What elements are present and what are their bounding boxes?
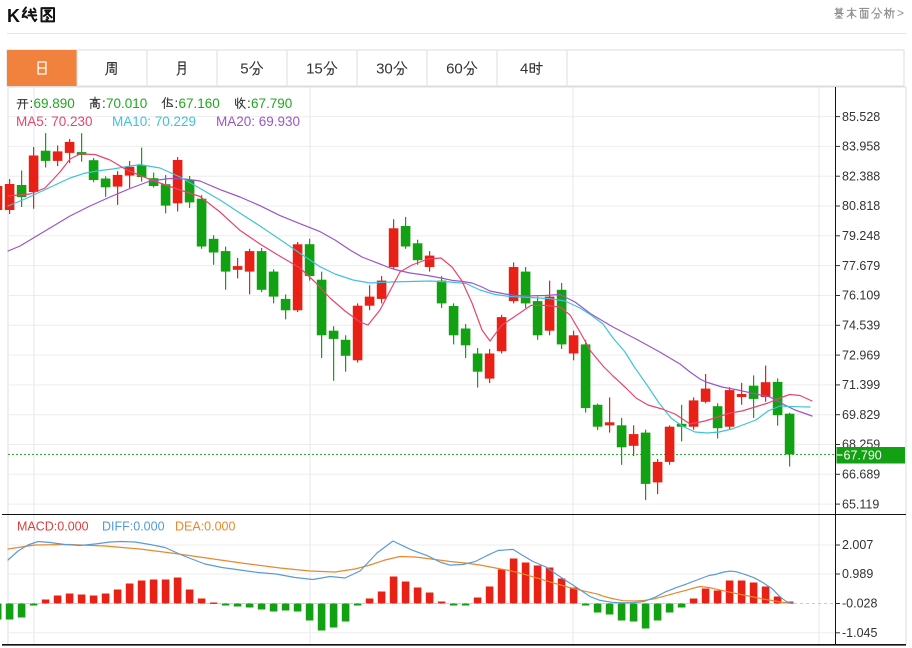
svg-text:5: 5 [240, 61, 248, 78]
svg-text::: : [102, 96, 106, 111]
svg-text:MA10: 70.229: MA10: 70.229 [112, 114, 196, 129]
svg-text:83.958: 83.958 [842, 140, 880, 154]
svg-text:67.790: 67.790 [844, 449, 882, 463]
svg-text:69.890: 69.890 [34, 96, 75, 111]
svg-text:79.248: 79.248 [842, 229, 880, 243]
svg-text:2.007: 2.007 [842, 538, 873, 552]
svg-text:4: 4 [520, 61, 528, 78]
svg-text:DEA:0.000: DEA:0.000 [175, 520, 236, 534]
svg-text:MA5: 70.230: MA5: 70.230 [16, 114, 93, 129]
svg-text:60: 60 [446, 61, 463, 78]
svg-text:82.388: 82.388 [842, 169, 880, 183]
svg-text:67.790: 67.790 [251, 96, 292, 111]
svg-text:72.969: 72.969 [842, 348, 880, 362]
svg-text:66.689: 66.689 [842, 468, 880, 482]
svg-text::: : [247, 96, 251, 111]
svg-text:71.399: 71.399 [842, 378, 880, 392]
svg-text:-0.028: -0.028 [842, 597, 877, 611]
svg-text:>: > [897, 6, 904, 20]
svg-text:76.109: 76.109 [842, 289, 880, 303]
svg-text:K: K [7, 6, 20, 26]
svg-text::: : [30, 96, 34, 111]
svg-text:DIFF:0.000: DIFF:0.000 [102, 520, 165, 534]
svg-text:69.829: 69.829 [842, 408, 880, 422]
svg-text:74.539: 74.539 [842, 318, 880, 332]
svg-text:70.010: 70.010 [106, 96, 147, 111]
svg-text::: : [175, 96, 179, 111]
svg-text:0.989: 0.989 [842, 567, 873, 581]
svg-text:-1.045: -1.045 [842, 626, 877, 640]
svg-text:30: 30 [376, 61, 393, 78]
svg-text:15: 15 [306, 61, 323, 78]
svg-text:65.119: 65.119 [842, 497, 879, 511]
svg-text:85.528: 85.528 [842, 110, 880, 124]
svg-text:77.679: 77.679 [842, 259, 880, 273]
svg-text:MACD:0.000: MACD:0.000 [17, 520, 89, 534]
svg-text:80.818: 80.818 [842, 199, 880, 213]
svg-text:MA20: 69.930: MA20: 69.930 [216, 114, 300, 129]
svg-text:67.160: 67.160 [179, 96, 220, 111]
